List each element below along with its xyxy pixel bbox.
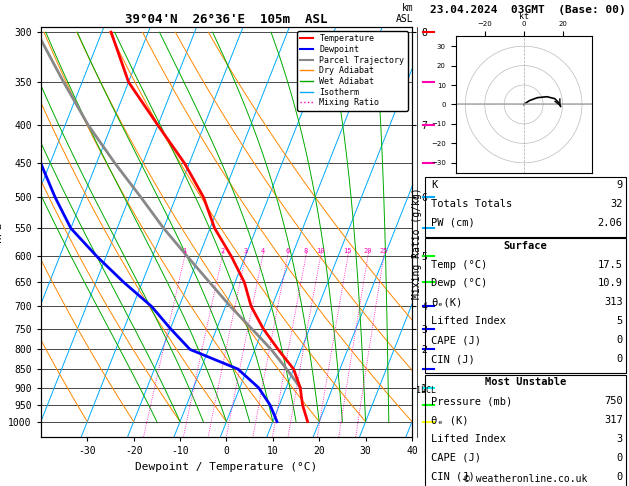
Text: 23.04.2024  03GMT  (Base: 00): 23.04.2024 03GMT (Base: 00) <box>430 5 626 15</box>
Text: 3: 3 <box>616 434 623 444</box>
Text: 5: 5 <box>616 316 623 327</box>
Y-axis label: hPa: hPa <box>0 222 3 242</box>
Text: Temp (°C): Temp (°C) <box>431 260 487 270</box>
Legend: Temperature, Dewpoint, Parcel Trajectory, Dry Adiabat, Wet Adiabat, Isotherm, Mi: Temperature, Dewpoint, Parcel Trajectory… <box>297 31 408 110</box>
Text: θₑ (K): θₑ (K) <box>431 415 469 425</box>
Text: 750: 750 <box>604 396 623 406</box>
Text: Mixing Ratio (g/kg): Mixing Ratio (g/kg) <box>412 187 422 299</box>
Text: 1: 1 <box>182 248 187 254</box>
Text: Pressure (mb): Pressure (mb) <box>431 396 512 406</box>
Text: CIN (J): CIN (J) <box>431 354 475 364</box>
Text: 313: 313 <box>604 297 623 308</box>
Text: © weatheronline.co.uk: © weatheronline.co.uk <box>464 473 587 484</box>
Text: Lifted Index: Lifted Index <box>431 434 506 444</box>
Text: 20: 20 <box>364 248 372 254</box>
Text: CAPE (J): CAPE (J) <box>431 453 481 463</box>
Text: 10.9: 10.9 <box>598 278 623 289</box>
Text: K: K <box>431 180 437 190</box>
Text: 25: 25 <box>379 248 388 254</box>
Text: 0: 0 <box>616 472 623 482</box>
Text: 9: 9 <box>616 180 623 190</box>
Text: 3: 3 <box>243 248 248 254</box>
Text: CAPE (J): CAPE (J) <box>431 335 481 346</box>
Text: 0: 0 <box>616 335 623 346</box>
Text: 2.06: 2.06 <box>598 218 623 228</box>
Title: 39°04'N  26°36'E  105m  ASL: 39°04'N 26°36'E 105m ASL <box>125 13 328 26</box>
Text: PW (cm): PW (cm) <box>431 218 475 228</box>
Text: 317: 317 <box>604 415 623 425</box>
Text: 17.5: 17.5 <box>598 260 623 270</box>
Text: 10: 10 <box>316 248 325 254</box>
Text: 1LCL: 1LCL <box>416 385 436 395</box>
Text: Most Unstable: Most Unstable <box>484 377 566 387</box>
Text: 32: 32 <box>610 199 623 209</box>
X-axis label: Dewpoint / Temperature (°C): Dewpoint / Temperature (°C) <box>135 462 318 472</box>
Text: 6: 6 <box>286 248 290 254</box>
Text: 15: 15 <box>343 248 352 254</box>
Text: 8: 8 <box>304 248 308 254</box>
Text: Surface: Surface <box>503 241 547 251</box>
Text: 0: 0 <box>616 453 623 463</box>
Text: km
ASL: km ASL <box>396 3 413 24</box>
Text: Lifted Index: Lifted Index <box>431 316 506 327</box>
X-axis label: kt: kt <box>519 12 528 21</box>
Text: Dewp (°C): Dewp (°C) <box>431 278 487 289</box>
Text: 4: 4 <box>260 248 265 254</box>
Text: 2: 2 <box>220 248 225 254</box>
Text: Totals Totals: Totals Totals <box>431 199 512 209</box>
Text: CIN (J): CIN (J) <box>431 472 475 482</box>
Text: θₑ(K): θₑ(K) <box>431 297 462 308</box>
Text: 0: 0 <box>616 354 623 364</box>
